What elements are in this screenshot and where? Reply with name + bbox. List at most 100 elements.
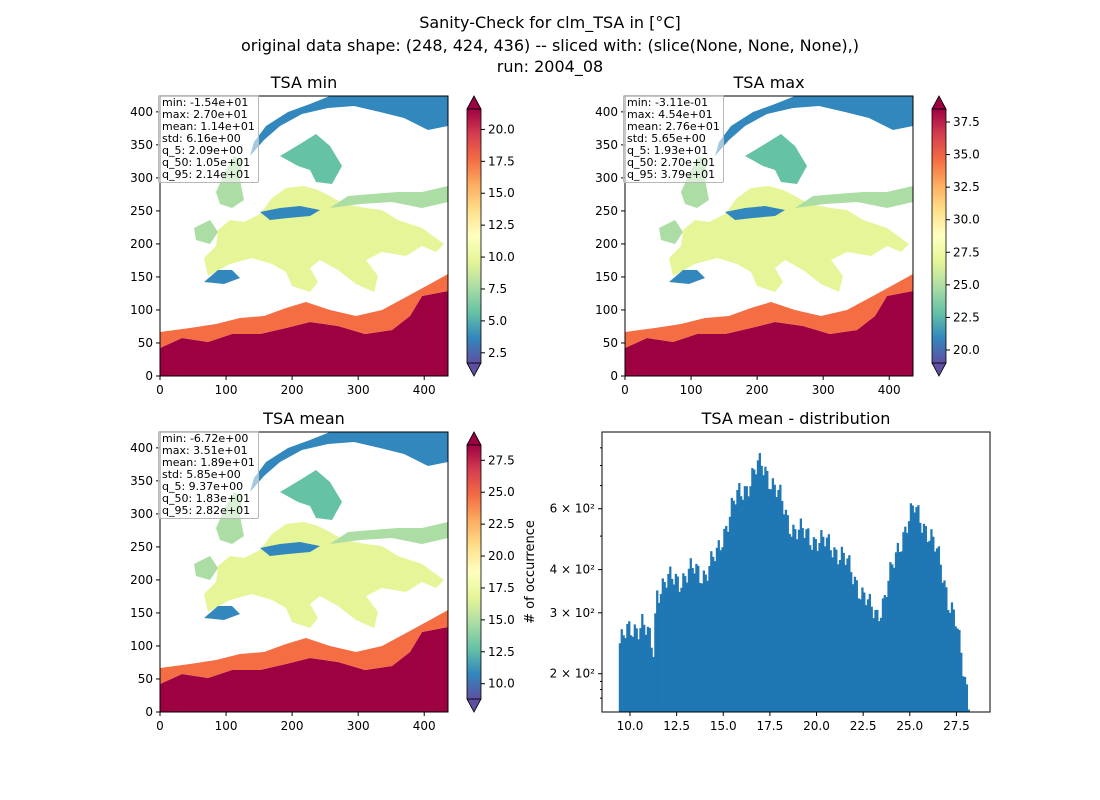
colorbar-tick-label: 17.5 — [488, 154, 515, 168]
panel-title: TSA mean — [262, 409, 345, 428]
histogram-bar — [939, 564, 942, 712]
histogram-bar — [663, 582, 666, 712]
histogram-bar — [635, 628, 638, 712]
y-tick-label: 200 — [595, 237, 618, 251]
x-tick-label: 100 — [215, 383, 238, 397]
colorbar-extend-min — [466, 698, 482, 713]
stat-q5: q_5: 1.93e+01 — [627, 144, 709, 157]
histogram-bar — [947, 610, 950, 712]
colorbar-tick-label: 27.5 — [953, 245, 980, 259]
x-tick-label: 200 — [281, 383, 304, 397]
colorbar-tick-label: 37.5 — [953, 115, 980, 129]
histogram-bar — [629, 635, 633, 712]
histogram-bar — [823, 546, 827, 712]
histogram-bar — [626, 624, 629, 712]
colorbar-tick-label: 12.5 — [488, 218, 515, 232]
stat-min: min: -1.54e+01 — [162, 96, 249, 109]
stat-std: std: 5.65e+00 — [627, 132, 706, 145]
histogram-bar — [848, 555, 851, 712]
histogram-bar — [624, 638, 627, 712]
histogram-bar — [691, 567, 694, 712]
histogram-bar — [900, 551, 903, 712]
histogram-bar — [719, 550, 722, 712]
y-tick-label: 400 — [130, 105, 153, 119]
histogram-bar — [930, 529, 933, 712]
histogram-bar — [641, 614, 644, 712]
histogram-bar — [829, 550, 832, 712]
histogram-x-tick-label: 12.5 — [663, 719, 690, 733]
histogram-bar — [906, 532, 909, 712]
histogram-bar — [809, 545, 812, 712]
histogram-bar — [771, 478, 775, 712]
panel-title: TSA max — [732, 73, 804, 92]
histogram-bar — [891, 564, 894, 712]
colorbar-tick-label: 15.0 — [488, 186, 515, 200]
histogram-bar — [844, 564, 847, 712]
histogram-bar — [680, 587, 683, 712]
histogram-bar — [687, 568, 691, 712]
histogram-bar — [740, 496, 743, 712]
histogram-bar — [926, 542, 929, 712]
histogram-bar — [868, 593, 872, 712]
histogram-bar — [628, 621, 631, 712]
histogram-bar — [756, 460, 760, 712]
histogram-bar — [874, 609, 877, 712]
histogram-bar — [786, 515, 789, 712]
histogram-bar — [952, 609, 955, 712]
histogram-bar — [812, 537, 816, 712]
stat-max: max: 3.51e+01 — [162, 444, 248, 457]
histogram-bar — [902, 532, 905, 712]
histogram-bar — [810, 549, 814, 712]
histogram-bar — [919, 522, 922, 712]
histogram-bar — [678, 591, 681, 712]
histogram-bar — [672, 584, 676, 712]
histogram-bar — [656, 590, 659, 712]
histogram-bar — [704, 574, 707, 712]
histogram-x-tick-label: 17.5 — [757, 719, 784, 733]
histogram-bar — [726, 531, 730, 712]
panel-title: TSA min — [270, 73, 337, 92]
y-tick-label: 200 — [130, 573, 153, 587]
x-tick-label: 400 — [413, 383, 436, 397]
histogram-y-tick-label: 4 × 10² — [550, 563, 596, 577]
histogram-bar — [659, 594, 663, 712]
histogram-bar — [779, 484, 782, 712]
stat-q50: q_50: 1.83e+01 — [162, 492, 251, 505]
histogram-bar — [838, 560, 842, 712]
histogram-bar — [782, 514, 786, 712]
y-tick-label: 350 — [130, 474, 153, 488]
histogram-bar — [749, 486, 752, 712]
histogram-bar — [693, 573, 696, 712]
histogram-bar — [699, 582, 702, 712]
histogram-bar — [775, 496, 778, 712]
x-tick-label: 300 — [812, 383, 835, 397]
histogram-bar — [962, 676, 965, 712]
map-frame — [624, 95, 914, 377]
colorbar-tick-label: 20.0 — [488, 122, 515, 136]
histogram-bar — [885, 596, 888, 712]
histogram-bar — [734, 504, 737, 712]
x-tick-label: 100 — [215, 719, 238, 733]
y-tick-label: 250 — [130, 540, 153, 554]
y-tick-label: 250 — [130, 204, 153, 218]
histogram-bar — [721, 547, 724, 712]
histogram-bars — [618, 453, 970, 712]
stat-q95: q_95: 2.82e+01 — [162, 504, 251, 517]
histogram-bar — [685, 582, 689, 712]
y-tick-label: 150 — [595, 270, 618, 284]
histogram-bar — [764, 466, 767, 712]
figure-subtitle-run: run: 2004_08 — [496, 57, 604, 76]
histogram-bar — [814, 538, 817, 712]
histogram-bar — [801, 528, 804, 712]
histogram-bar — [941, 582, 944, 712]
histogram-bar — [700, 583, 704, 712]
histogram-bar — [639, 628, 642, 712]
colorbar-tick-label: 22.5 — [488, 517, 515, 531]
histogram-bar — [835, 549, 838, 712]
histogram-bar — [954, 626, 957, 712]
histogram-bar — [876, 609, 879, 712]
histogram-bar — [861, 587, 864, 712]
histogram-bar — [708, 566, 711, 712]
histogram-bar — [689, 558, 692, 712]
y-tick-label: 350 — [595, 138, 618, 152]
